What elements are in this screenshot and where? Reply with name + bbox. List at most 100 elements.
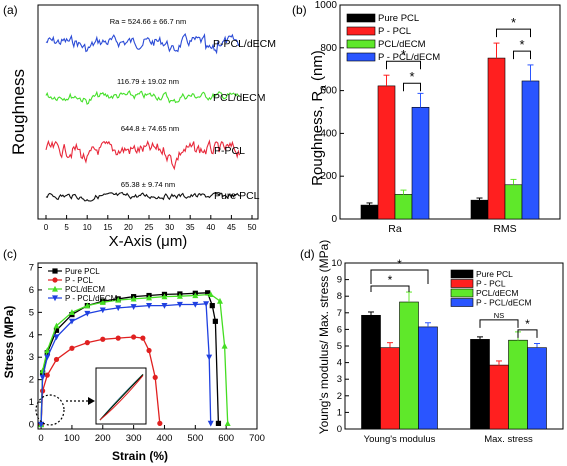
panel-a-trace-line — [45, 139, 241, 171]
data-point — [206, 354, 213, 361]
data-point — [44, 372, 50, 378]
data-point — [53, 356, 60, 363]
legend-marker — [52, 285, 58, 292]
legend-swatch — [450, 279, 474, 288]
significance-star: * — [409, 69, 414, 84]
y-tick-label: 1000 — [315, 0, 338, 11]
y-tick-label: 0 — [337, 424, 342, 435]
legend-swatch — [346, 26, 376, 36]
significance-bracket — [370, 285, 410, 293]
panel-c: (c) Stress (MPa) Strain (%) 0 100 200 300 40… — [2, 247, 265, 463]
bar — [394, 194, 413, 220]
data-point — [146, 303, 153, 309]
bar — [470, 339, 490, 430]
significance-bracket — [403, 82, 421, 92]
y-tick-label: 400 — [320, 128, 337, 139]
x-tick-label: Young's modulus — [364, 434, 436, 445]
panel-a-trace-label: PCL/dECM — [213, 92, 266, 104]
y-tick-label: 2 — [337, 391, 342, 402]
panel-a-frame — [37, 4, 259, 220]
y-tick-label: 3 — [337, 374, 342, 385]
legend-label: Pure PCL — [65, 267, 100, 276]
data-point — [130, 295, 137, 302]
data-point — [100, 336, 106, 342]
data-point — [216, 297, 223, 304]
bar — [504, 184, 523, 220]
data-point — [115, 335, 121, 341]
legend-swatch — [346, 39, 376, 49]
panel-a-x-tick-label: 40 — [206, 223, 215, 232]
y-tick-label: 10 — [331, 258, 342, 269]
y-tick-label: 7 — [337, 308, 342, 319]
bar — [489, 364, 509, 430]
panel-d: (d) Young's modulus/ Max. stress (MPa) 0… — [300, 240, 564, 445]
legend-label: PCL/dECM — [65, 285, 105, 294]
x-tick-label: 400 — [157, 433, 173, 444]
y-tick-label: 4 — [337, 358, 342, 369]
data-point — [207, 291, 214, 298]
y-tick-label: 1 — [29, 397, 34, 408]
bar — [360, 204, 379, 220]
panel-label-d: (d) — [300, 247, 315, 261]
panel-b-ylabel-sub: a — [318, 85, 329, 91]
x-tick-label: Max. stress — [484, 434, 533, 445]
data-point — [115, 296, 122, 303]
panel-b-chart: 0 200 400 600 800 1000 Ra RMS Pure PCL P - PCL PCL… — [315, 0, 561, 235]
bar — [380, 347, 400, 430]
legend-label: PCL/dECM — [378, 39, 426, 50]
bar — [361, 314, 381, 430]
legend-label: P - PCL — [65, 276, 93, 285]
significance-star: * — [511, 15, 516, 30]
panel-a-trace-line — [45, 32, 240, 55]
significance-label: NS — [494, 311, 504, 320]
panel-a-x-tick-label: 45 — [227, 223, 236, 232]
data-point — [209, 303, 215, 309]
data-point — [215, 420, 222, 426]
panel-a-traces: Ra = 524.66 ± 66.7 nm P-PCL/dECM 116.79 ± … — [45, 17, 276, 202]
data-point — [221, 342, 228, 349]
y-tick-label: 7 — [29, 262, 34, 273]
panel-a-x-tick-label: 5 — [64, 223, 69, 232]
panel-b-ylabel-main: Roughness, R — [309, 91, 326, 186]
significance-label: * — [388, 273, 393, 287]
bar — [521, 80, 540, 220]
y-tick-label: 200 — [320, 171, 337, 182]
zoom-inset-curve — [99, 375, 144, 421]
x-tick-label: 300 — [126, 433, 142, 444]
panel-a-x-tick-label: 30 — [165, 223, 174, 232]
bar — [418, 326, 438, 430]
data-point — [176, 301, 183, 308]
legend-marker — [52, 268, 58, 274]
series-line — [40, 303, 212, 425]
bar — [527, 347, 547, 430]
significance-bracket — [517, 329, 538, 338]
data-point — [53, 334, 60, 341]
data-point — [146, 294, 153, 301]
panel-a-trace-line — [45, 191, 240, 202]
panel-a-x-tick-label: 0 — [44, 223, 49, 232]
y-tick-label: 600 — [320, 86, 337, 97]
panel-a-trace-label: P-PCL — [214, 145, 245, 157]
y-tick-label: 5 — [29, 307, 34, 318]
data-point — [44, 354, 51, 361]
panel-c-ylabel: Stress (MPa) — [2, 306, 16, 379]
x-tick-label: 200 — [95, 433, 111, 444]
x-tick-label: Ra — [388, 223, 402, 235]
panel-label-a: (a) — [3, 3, 18, 17]
data-point — [84, 310, 91, 317]
y-tick-label: 0 — [29, 420, 34, 431]
data-point — [192, 292, 199, 299]
data-point — [84, 340, 90, 346]
y-tick-label: 9 — [337, 275, 342, 286]
panel-a-x-tick-label: 50 — [248, 223, 257, 232]
data-point — [176, 293, 183, 299]
panel-d-chart: 0 1 2 3 4 5 6 7 8 9 10 Young's modulus Max. stress Pu… — [331, 257, 564, 445]
legend-label: PCL/dECM — [476, 288, 519, 298]
legend-label: P - PCL/dECM — [476, 298, 532, 308]
significance-bracket — [513, 50, 531, 60]
data-point — [68, 318, 75, 325]
panel-b-ylabel-tail: (nm) — [309, 50, 326, 85]
x-tick-label: 700 — [249, 433, 265, 444]
y-tick-label: 0 — [331, 214, 337, 225]
bar — [508, 339, 528, 430]
